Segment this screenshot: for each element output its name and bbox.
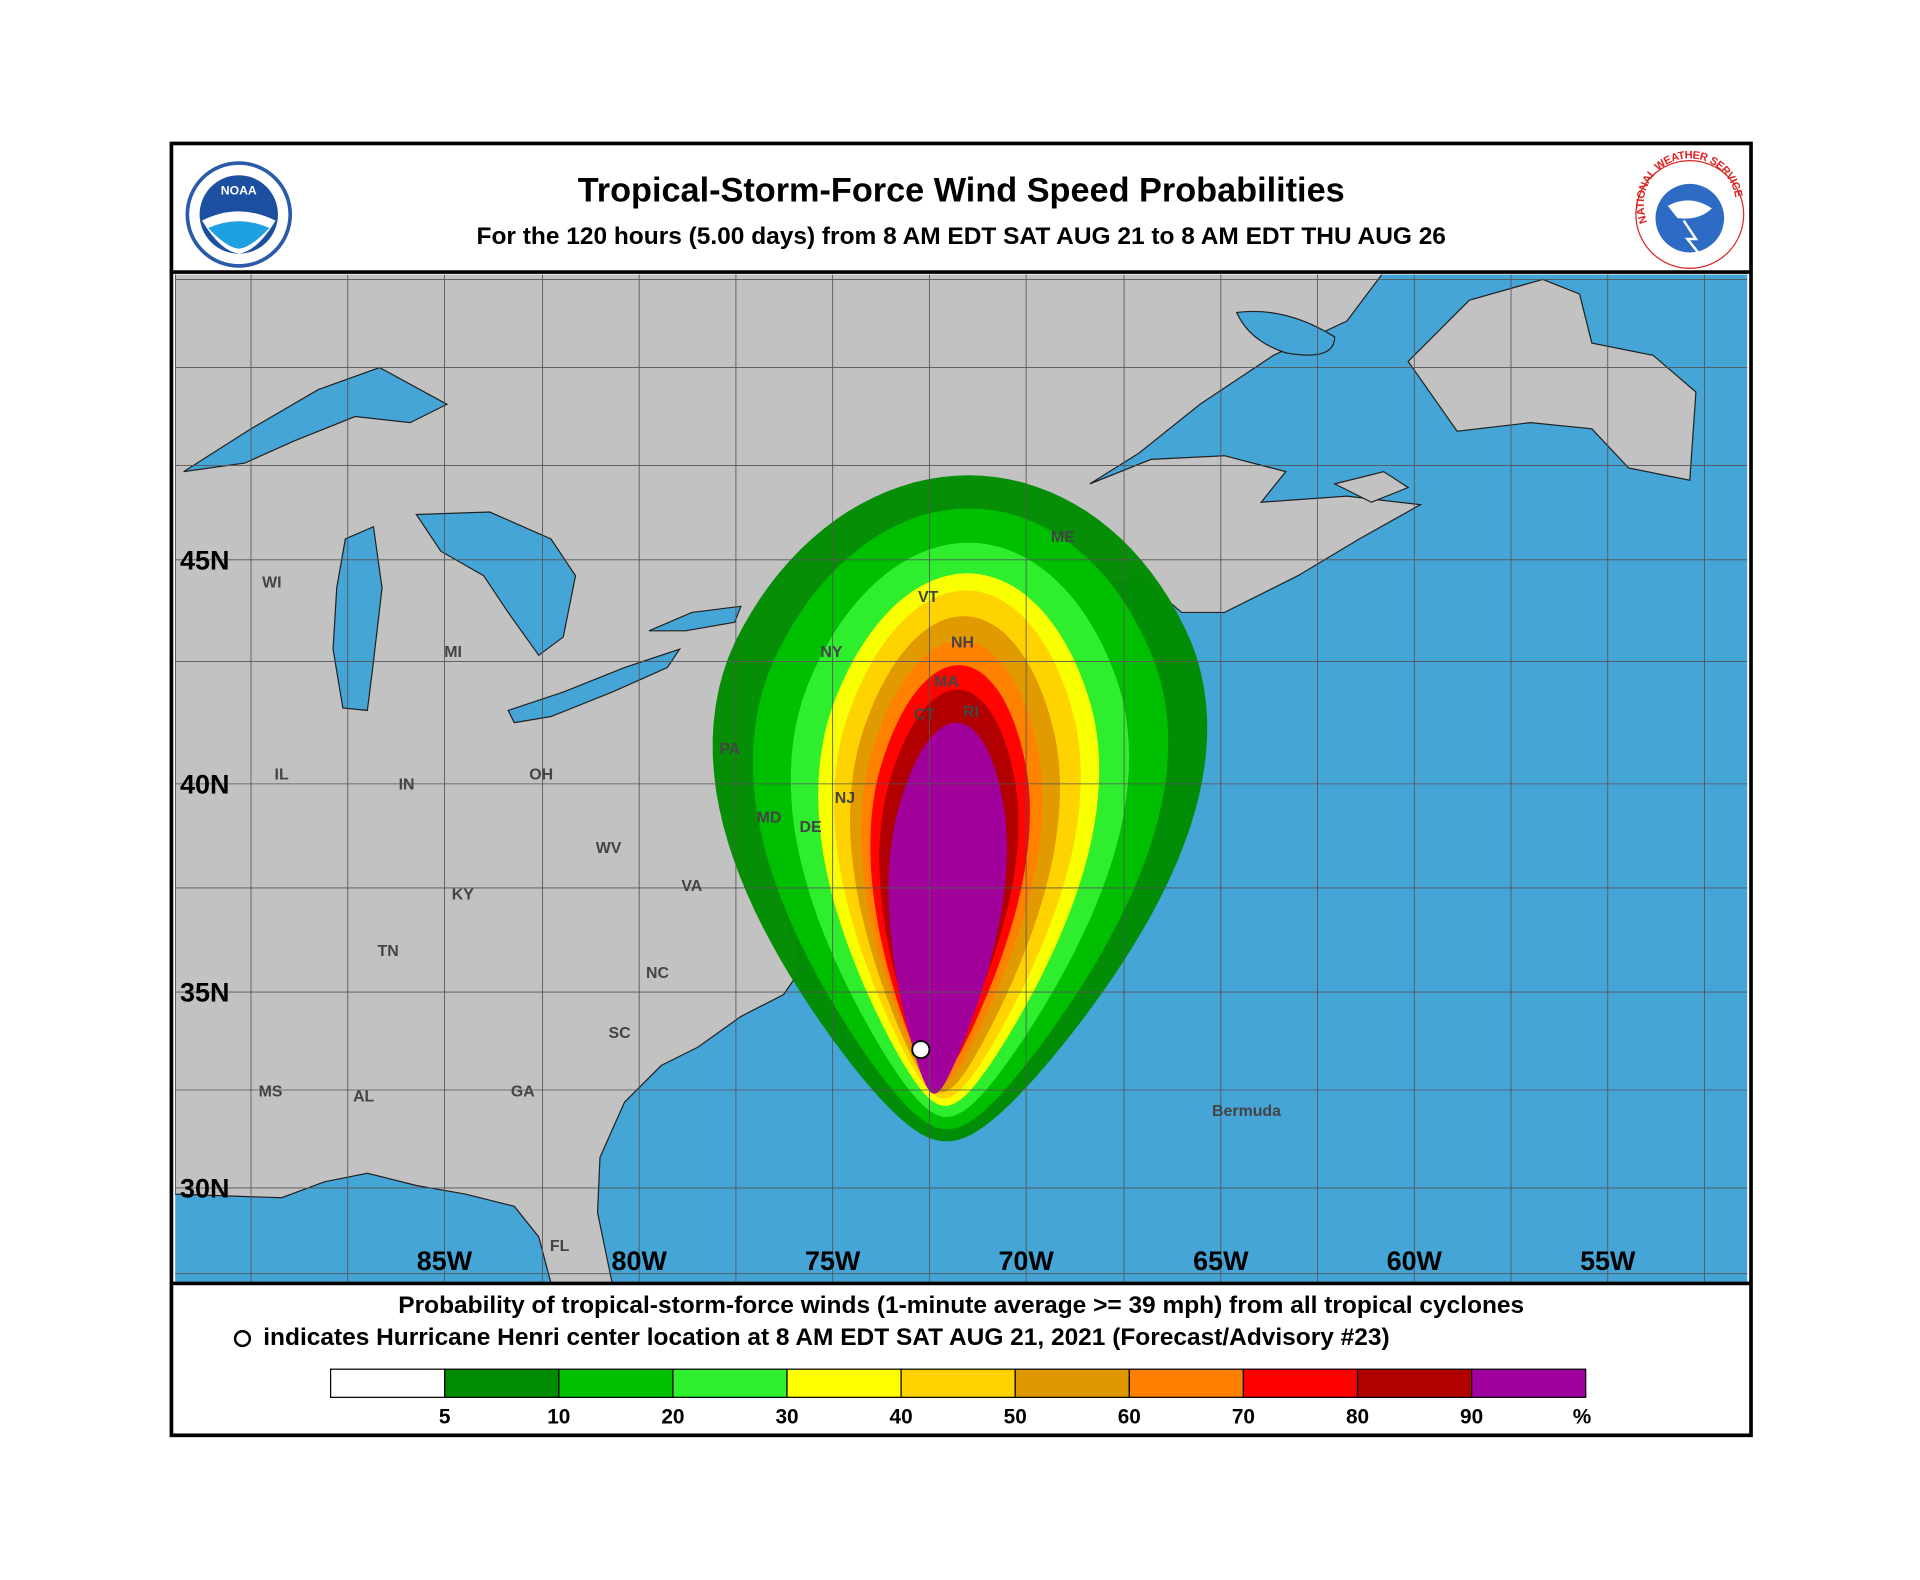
region-label: WV <box>596 840 622 857</box>
legend-tick-label: 80 <box>1346 1406 1369 1429</box>
legend-tick-label: 10 <box>547 1406 570 1429</box>
region-label: VA <box>681 878 702 895</box>
region-label: IN <box>399 776 415 793</box>
legend-swatch <box>330 1368 446 1398</box>
legend-swatch <box>1128 1368 1245 1398</box>
region-label: MA <box>934 673 959 690</box>
longitude-label: 65W <box>1193 1246 1249 1276</box>
legend-tick-label: 70 <box>1232 1406 1255 1429</box>
latitude-label: 40N <box>180 769 229 799</box>
longitude-label: 70W <box>998 1246 1054 1276</box>
legend-tick-label: 30 <box>775 1406 798 1429</box>
region-label: MS <box>259 1084 283 1101</box>
latitude-label: 30N <box>180 1174 229 1204</box>
nws-logo: NATIONAL WEATHER SERVICE <box>1635 149 1744 269</box>
footer-description: Probability of tropical-storm-force wind… <box>398 1292 1524 1319</box>
legend-tick-label: 20 <box>661 1406 684 1429</box>
region-label: RI <box>963 704 979 721</box>
title: Tropical-Storm-Force Wind Speed Probabil… <box>578 172 1345 210</box>
legend-tick-label: 5 <box>439 1406 451 1429</box>
region-label: WI <box>262 574 281 591</box>
longitude-label: 80W <box>612 1246 668 1276</box>
legend-swatch <box>1356 1368 1473 1398</box>
region-label: GA <box>511 1084 535 1101</box>
probability-contours <box>712 475 1208 1142</box>
contour-band <box>888 722 1007 1094</box>
region-label: SC <box>609 1025 632 1042</box>
storm-center <box>911 1040 931 1060</box>
storm-note: indicates Hurricane Henri center locatio… <box>263 1324 1389 1351</box>
legend-tick-label: 60 <box>1118 1406 1141 1429</box>
region-label: KY <box>452 887 474 904</box>
region-label: NH <box>951 634 974 651</box>
great-lakes <box>183 310 1336 724</box>
longitude-label: 75W <box>805 1246 861 1276</box>
map <box>175 274 1748 1283</box>
legend-swatch <box>672 1368 788 1398</box>
region-label: FL <box>550 1238 570 1255</box>
region-label: ME <box>1051 529 1075 546</box>
region-label: MD <box>757 809 782 826</box>
map-labels: 45N 40N 35N 30N 85W 80W 75W 70W 65W 60W 55W WI MI IL I… <box>180 529 1636 1276</box>
graticule <box>175 274 1748 1283</box>
longitude-label: 55W <box>1580 1246 1636 1276</box>
legend-swatch <box>786 1368 902 1398</box>
region-label: Bermuda <box>1212 1103 1281 1120</box>
subtitle: For the 120 hours (5.00 days) from 8 AM … <box>477 223 1446 250</box>
region-label: IL <box>275 767 289 784</box>
region-label: NY <box>820 644 842 661</box>
legend-tick-label: 50 <box>1004 1406 1027 1429</box>
legend: 5 10 20 30 40 50 60 70 80 90% <box>330 1368 1591 1429</box>
region-label: DE <box>800 819 822 836</box>
region-label: NJ <box>835 790 855 807</box>
region-label: NC <box>646 965 669 982</box>
pei-cape-breton <box>1332 470 1410 503</box>
region-label: PA <box>719 741 740 758</box>
region-label: AL <box>353 1089 374 1106</box>
legend-swatch <box>1014 1368 1130 1398</box>
noaa-logo: NOAA <box>185 161 293 268</box>
longitude-label: 85W <box>417 1246 473 1276</box>
legend-tick-label: 40 <box>890 1406 913 1429</box>
legend-swatch <box>1242 1368 1359 1398</box>
storm-symbol <box>233 1329 252 1348</box>
latitude-label: 45N <box>180 545 229 575</box>
region-label: TN <box>378 943 399 960</box>
legend-swatch <box>1471 1368 1587 1398</box>
legend-unit: % <box>1573 1406 1591 1429</box>
region-label: MI <box>444 644 462 661</box>
longitude-label: 60W <box>1387 1246 1443 1276</box>
region-label: VT <box>918 589 939 606</box>
legend-swatch <box>444 1368 560 1398</box>
legend-swatch <box>900 1368 1016 1398</box>
region-label: CT <box>914 707 935 724</box>
noaa-logo-text: NOAA <box>221 183 257 197</box>
legend-swatch <box>558 1368 674 1398</box>
region-label: OH <box>529 767 553 784</box>
latitude-label: 35N <box>180 978 229 1008</box>
legend-tick-label: 90 <box>1460 1406 1483 1429</box>
